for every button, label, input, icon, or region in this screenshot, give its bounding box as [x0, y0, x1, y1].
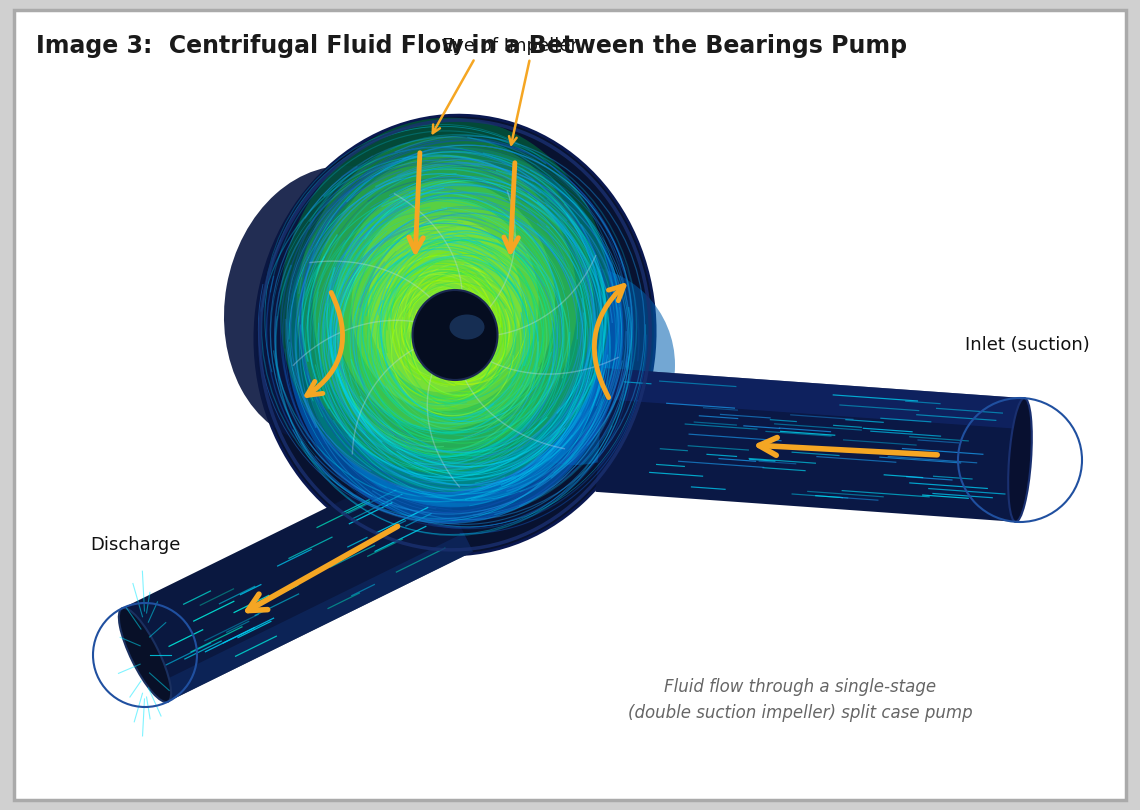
Ellipse shape: [279, 117, 610, 492]
Ellipse shape: [370, 241, 539, 429]
Ellipse shape: [357, 225, 553, 445]
Ellipse shape: [351, 198, 538, 411]
Ellipse shape: [368, 218, 522, 392]
Ellipse shape: [315, 178, 595, 492]
Polygon shape: [595, 369, 1025, 522]
Ellipse shape: [223, 166, 446, 444]
Text: Image 3:  Centrifugal Fluid Flow in a Between the Bearings Pump: Image 3: Centrifugal Fluid Flow in a Bet…: [36, 34, 907, 58]
Ellipse shape: [301, 163, 610, 507]
Ellipse shape: [343, 210, 568, 460]
Ellipse shape: [475, 265, 675, 465]
Ellipse shape: [296, 136, 594, 474]
Ellipse shape: [312, 156, 577, 455]
Ellipse shape: [1008, 399, 1032, 522]
Ellipse shape: [255, 115, 656, 555]
Ellipse shape: [449, 314, 484, 339]
Polygon shape: [602, 369, 1025, 429]
Ellipse shape: [286, 147, 624, 523]
Text: Eye of Impeller: Eye of Impeller: [442, 37, 578, 55]
Ellipse shape: [335, 180, 555, 430]
Polygon shape: [122, 458, 473, 701]
Ellipse shape: [119, 608, 171, 702]
Text: Inlet (suction): Inlet (suction): [966, 336, 1090, 354]
Text: Fluid flow through a single-stage
(double suction impeller) split case pump: Fluid flow through a single-stage (doubl…: [628, 678, 972, 723]
Ellipse shape: [328, 194, 581, 476]
Ellipse shape: [413, 290, 497, 380]
Text: Discharge: Discharge: [90, 536, 180, 554]
Polygon shape: [158, 533, 473, 701]
